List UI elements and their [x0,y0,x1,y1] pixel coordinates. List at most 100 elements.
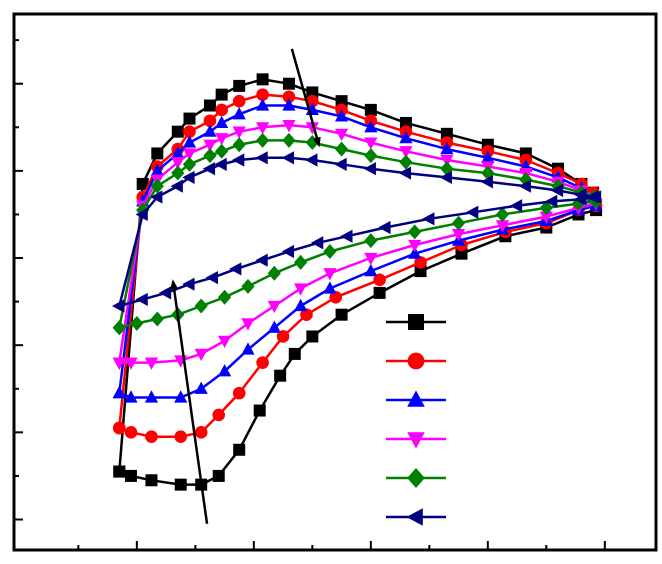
data-point [151,147,164,160]
annotation-arrow [170,279,209,525]
data-point [203,124,217,137]
series-group [112,73,603,491]
data-point [124,390,138,403]
data-point [274,369,287,382]
legend-marker [407,352,425,370]
data-point [144,357,159,370]
data-point [373,286,386,299]
data-point [364,148,378,164]
data-point [399,154,413,170]
data-point [305,153,318,167]
data-point [182,170,195,185]
data-point [282,132,296,148]
data-point [217,335,232,349]
data-point [451,215,466,231]
data-point [267,320,281,333]
data-point [378,220,391,235]
data-point [267,265,281,281]
data-point [306,330,319,343]
data-point [241,342,255,355]
data-point [495,206,510,222]
data-point [112,357,126,370]
data-point [440,141,454,155]
data-point [145,430,158,443]
data-point [215,133,229,146]
data-point [495,220,510,233]
data-point [288,347,301,360]
data-point [203,99,216,112]
data-point [135,292,148,307]
data-point [282,90,296,104]
data-point [232,153,245,167]
data-point [335,308,348,321]
data-point [364,252,378,266]
data-point [215,88,228,101]
data-point [256,98,270,111]
data-point [408,239,422,253]
data-point [255,151,268,165]
data-point [144,390,159,403]
data-point [124,426,138,439]
data-point [281,244,295,259]
data-point [518,179,531,193]
data-point [329,290,343,304]
data-point [215,143,229,159]
data-point [217,364,232,377]
data-point [112,299,125,313]
data-point [414,256,427,269]
data-point [451,228,466,242]
data-point [340,229,353,243]
data-point [323,243,337,259]
series-1 [113,73,603,491]
legend-entry [386,508,446,526]
data-point [171,157,185,170]
data-point [399,146,413,159]
data-point [306,86,319,99]
data-point [480,175,493,189]
legend-entry [386,432,446,449]
data-point [398,166,412,180]
data-point [408,246,422,259]
legend-marker [407,432,425,449]
data-point [256,122,270,135]
data-point [256,73,269,86]
data-point [334,128,349,142]
data-point [364,103,377,116]
data-point [215,115,229,129]
data-point [232,137,246,153]
annotation-arrows [170,48,321,525]
data-point [544,194,558,208]
legend-marker [407,468,425,488]
legend [386,314,446,526]
data-point [171,125,184,138]
data-point [194,381,208,394]
data-point [373,273,386,287]
annotation-arrow [290,48,321,148]
data-point [171,146,185,159]
data-point [364,233,378,249]
data-point [364,120,378,133]
data-point [363,162,376,176]
data-point [232,126,246,139]
data-point [253,404,266,417]
data-point [158,286,172,300]
data-point [294,298,308,312]
series-6 [112,151,602,313]
data-point [113,465,126,478]
data-point [334,109,349,122]
legend-entry [386,314,446,330]
data-point [170,179,183,193]
data-point [422,212,435,226]
data-point [241,278,255,294]
data-point [306,94,319,108]
data-point [232,94,246,108]
data-point [182,148,197,161]
data-point [282,98,296,111]
data-point [408,224,422,240]
data-point [112,320,126,336]
data-point [214,157,227,171]
legend-marker [408,314,424,330]
data-point [233,443,246,456]
data-point [194,348,208,362]
data-point [182,156,197,172]
